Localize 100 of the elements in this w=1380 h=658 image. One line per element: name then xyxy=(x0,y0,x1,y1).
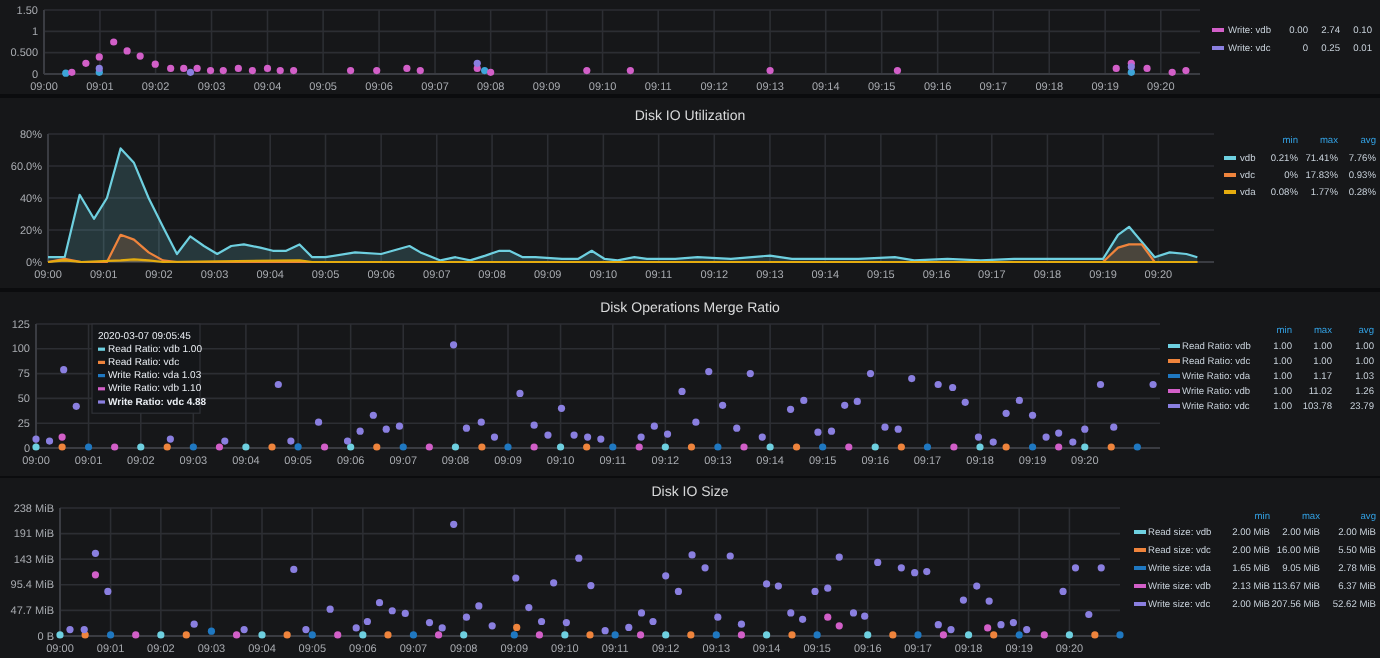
point xyxy=(268,443,276,451)
point xyxy=(283,631,291,639)
point xyxy=(989,438,997,446)
point xyxy=(416,66,424,75)
point xyxy=(687,443,696,451)
point xyxy=(449,341,458,349)
point xyxy=(45,437,54,445)
point xyxy=(425,443,433,451)
point xyxy=(583,443,591,451)
point xyxy=(373,66,381,75)
point xyxy=(1081,425,1089,433)
point xyxy=(583,66,591,75)
point xyxy=(733,424,741,432)
point xyxy=(477,418,485,426)
point xyxy=(151,60,159,68)
point xyxy=(193,64,201,73)
point xyxy=(274,380,282,389)
point xyxy=(939,631,948,639)
point xyxy=(544,431,552,439)
point xyxy=(384,631,392,639)
point xyxy=(276,66,284,75)
point xyxy=(82,59,90,67)
point xyxy=(58,433,66,441)
point xyxy=(866,370,875,378)
point xyxy=(263,64,272,73)
point xyxy=(95,53,103,61)
point xyxy=(814,428,822,436)
point xyxy=(1112,64,1120,73)
point xyxy=(841,401,849,409)
point xyxy=(182,631,190,639)
point xyxy=(889,631,897,639)
point xyxy=(395,422,404,430)
point xyxy=(516,389,524,398)
point xyxy=(462,424,471,432)
point xyxy=(1055,429,1063,437)
point xyxy=(792,443,801,451)
point xyxy=(473,59,481,67)
point xyxy=(1055,443,1063,451)
point xyxy=(163,443,171,451)
point xyxy=(766,66,774,75)
point xyxy=(650,422,658,430)
point xyxy=(1096,380,1105,389)
point xyxy=(68,68,76,76)
point xyxy=(232,631,241,639)
point xyxy=(60,366,68,374)
point xyxy=(136,52,144,60)
point xyxy=(206,66,215,75)
point xyxy=(111,443,119,451)
point xyxy=(719,401,727,409)
point xyxy=(584,433,592,441)
point xyxy=(908,374,916,383)
point xyxy=(32,435,40,443)
point xyxy=(123,47,131,55)
point xyxy=(893,66,902,75)
point xyxy=(786,405,795,413)
point xyxy=(287,437,295,445)
point xyxy=(637,433,645,441)
point xyxy=(72,402,80,410)
point xyxy=(692,418,700,426)
point xyxy=(737,631,746,639)
point xyxy=(535,631,544,639)
point xyxy=(373,443,381,451)
point xyxy=(346,66,355,75)
point xyxy=(62,69,70,77)
point xyxy=(961,398,969,406)
point xyxy=(934,380,942,389)
point xyxy=(1040,631,1048,639)
point xyxy=(678,387,686,396)
point xyxy=(894,425,902,433)
point xyxy=(635,443,643,451)
point xyxy=(845,443,853,451)
point xyxy=(1133,443,1141,451)
point xyxy=(687,631,695,639)
point xyxy=(636,631,645,639)
point xyxy=(626,66,634,75)
point xyxy=(186,68,195,76)
point xyxy=(1028,411,1037,419)
point xyxy=(314,418,323,426)
point xyxy=(897,443,905,451)
point xyxy=(835,622,843,630)
point xyxy=(356,427,364,435)
point xyxy=(557,404,566,412)
point xyxy=(1143,64,1151,73)
point xyxy=(800,396,808,404)
point xyxy=(984,624,992,632)
point xyxy=(132,631,140,639)
point xyxy=(382,425,390,433)
point xyxy=(824,613,832,621)
point xyxy=(740,443,748,451)
point xyxy=(788,631,796,639)
point xyxy=(369,411,377,419)
point xyxy=(853,397,861,405)
point xyxy=(167,64,175,73)
point xyxy=(234,64,242,73)
point xyxy=(490,433,499,441)
point xyxy=(1002,409,1010,417)
point xyxy=(1149,380,1157,389)
point xyxy=(758,433,766,441)
point xyxy=(705,368,713,376)
point xyxy=(1127,68,1135,76)
